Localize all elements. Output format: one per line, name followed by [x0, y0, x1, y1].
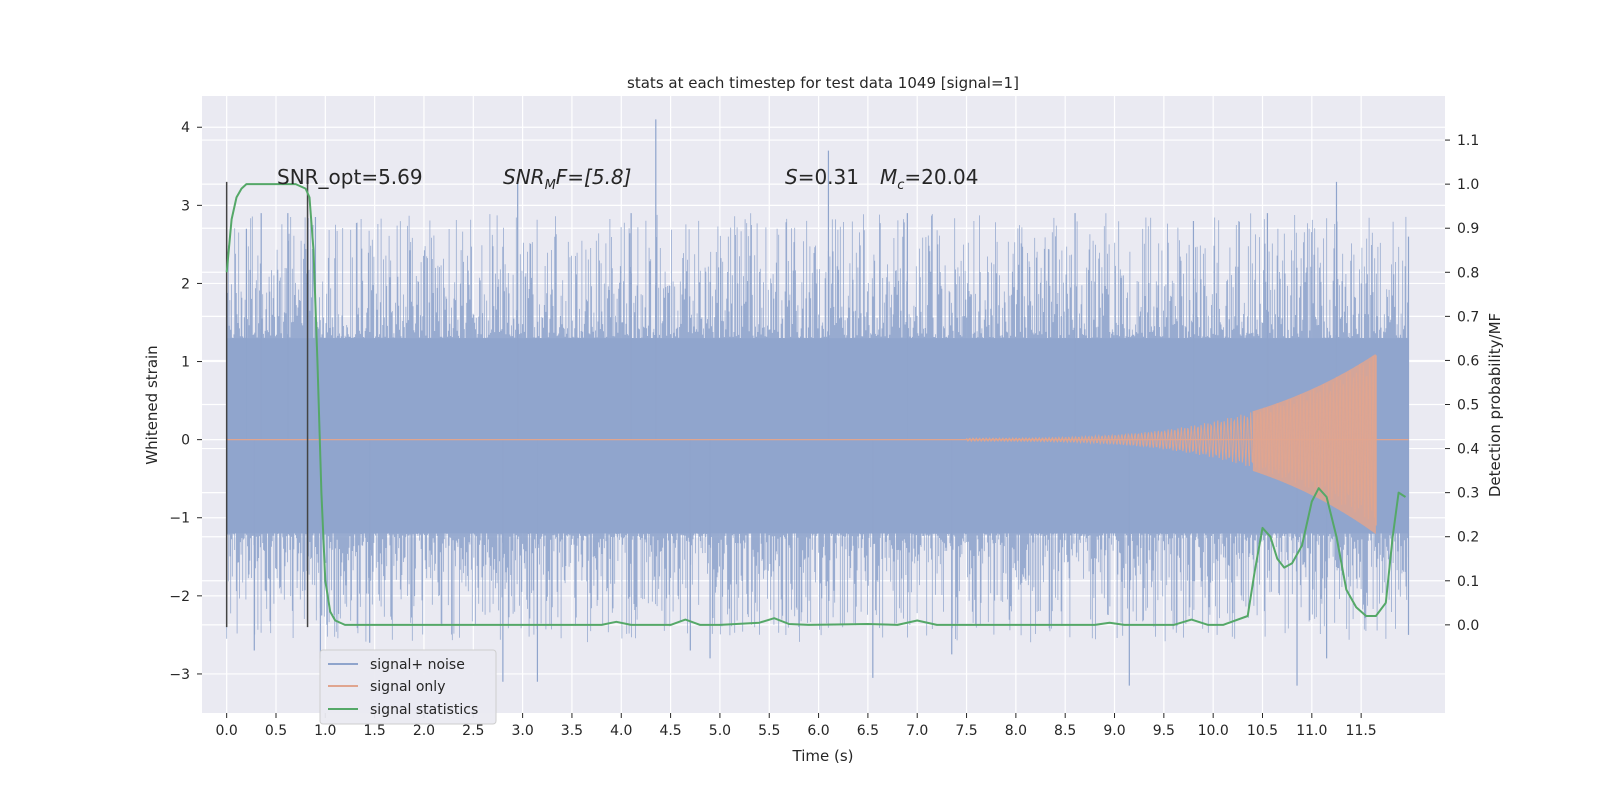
x-tick-label: 10.5 [1247, 723, 1278, 739]
mc-value: =20.04 [904, 165, 978, 189]
y-tick-label-left: 0 [181, 433, 190, 449]
legend: signal+ noise signal only signal statist… [319, 649, 497, 725]
legend-label-signal-noise: signal+ noise [370, 657, 465, 673]
y-tick-label-right: 0.2 [1457, 530, 1479, 546]
y-ticks-left: −3 −2 −1 0 1 2 3 4 [169, 120, 202, 683]
chart-title: stats at each timestep for test data 104… [627, 74, 1019, 92]
x-tick-label: 11.0 [1296, 723, 1327, 739]
x-tick-label: 4.0 [610, 723, 632, 739]
snr-mf-sub: M [545, 178, 556, 193]
x-tick-label: 9.5 [1153, 723, 1175, 739]
y-tick-label-right: 0.8 [1457, 265, 1479, 281]
data-layer [225, 119, 1410, 686]
y-tick-label-left: −1 [169, 511, 190, 527]
y-tick-label-right: 1.1 [1457, 133, 1479, 149]
legend-label-signal-statistics: signal statistics [370, 702, 478, 718]
y-tick-label-right: 0.1 [1457, 574, 1479, 590]
y-tick-label-right: 0.4 [1457, 442, 1479, 458]
y-tick-label-right: 0.9 [1457, 221, 1479, 237]
x-tick-label: 2.5 [462, 723, 484, 739]
x-tick-label: 8.5 [1054, 723, 1076, 739]
x-tick-label: 2.0 [413, 723, 435, 739]
x-tick-label: 0.5 [265, 723, 287, 739]
y-tick-label-right: 1.0 [1457, 177, 1479, 193]
y-tick-label-left: −3 [169, 667, 190, 683]
mc-sub: c [897, 178, 904, 193]
x-tick-label: 6.0 [807, 723, 829, 739]
annotation-mc: Mc=20.04 [880, 165, 978, 193]
x-tick-label: 4.5 [659, 723, 681, 739]
annotation-s: S=0.31 [785, 165, 859, 189]
y-axis-label-right: Detection probability/MF [1486, 313, 1504, 497]
y-tick-label-left: 4 [181, 120, 190, 136]
y-tick-label-right: 0.6 [1457, 353, 1479, 369]
y-tick-label-right: 0.0 [1457, 618, 1479, 634]
x-tick-label: 3.5 [561, 723, 583, 739]
annotation-snr-mf: SNRMF=[5.8] [503, 165, 631, 193]
x-tick-label: 1.0 [314, 723, 336, 739]
x-tick-label: 7.5 [955, 723, 977, 739]
x-ticks: 0.0 0.5 1.0 1.5 2.0 2.5 3.0 3.5 4.0 4.5 5.0 5.5 6.0 6… [216, 713, 1377, 739]
x-tick-label: 1.5 [364, 723, 386, 739]
s-value: =0.31 [798, 165, 859, 189]
y-tick-label-left: 3 [181, 198, 190, 214]
x-tick-label: 8.0 [1005, 723, 1027, 739]
y-tick-label-left: −2 [169, 589, 190, 605]
legend-label-signal-only: signal only [370, 679, 445, 695]
x-tick-label: 9.0 [1103, 723, 1125, 739]
y-tick-label-right: 0.3 [1457, 486, 1479, 502]
mc-base: M [880, 165, 897, 189]
s-label: S [785, 165, 798, 189]
x-tick-label: 10.0 [1198, 723, 1229, 739]
x-tick-label: 7.0 [906, 723, 928, 739]
y-axis-label-left: Whitened strain [143, 345, 161, 464]
legend-box [319, 649, 497, 725]
y-tick-label-left: 2 [181, 276, 190, 292]
y-tick-label-left: 1 [181, 355, 190, 371]
x-tick-label: 6.5 [857, 723, 879, 739]
snr-mf-base: SNR [503, 165, 545, 189]
y-ticks-right: 0.0 0.1 0.2 0.3 0.4 0.5 0.6 0.7 0.8 0.9 1.0 1.1 [1445, 133, 1479, 634]
x-tick-label: 3.0 [511, 723, 533, 739]
annotation-snr-opt: SNR_opt=5.69 [277, 165, 423, 189]
signal-statistics-line [225, 183, 1407, 626]
snr-mf-rest-f: F=[5.8] [556, 165, 632, 189]
x-axis-label: Time (s) [792, 747, 854, 765]
y-tick-label-right: 0.7 [1457, 309, 1479, 325]
x-tick-label: 0.0 [216, 723, 238, 739]
x-tick-label: 11.5 [1346, 723, 1377, 739]
signal-only-envelope [1252, 353, 1376, 535]
x-tick-label: 5.5 [758, 723, 780, 739]
x-tick-label: 5.0 [709, 723, 731, 739]
y-tick-label-right: 0.5 [1457, 398, 1479, 414]
